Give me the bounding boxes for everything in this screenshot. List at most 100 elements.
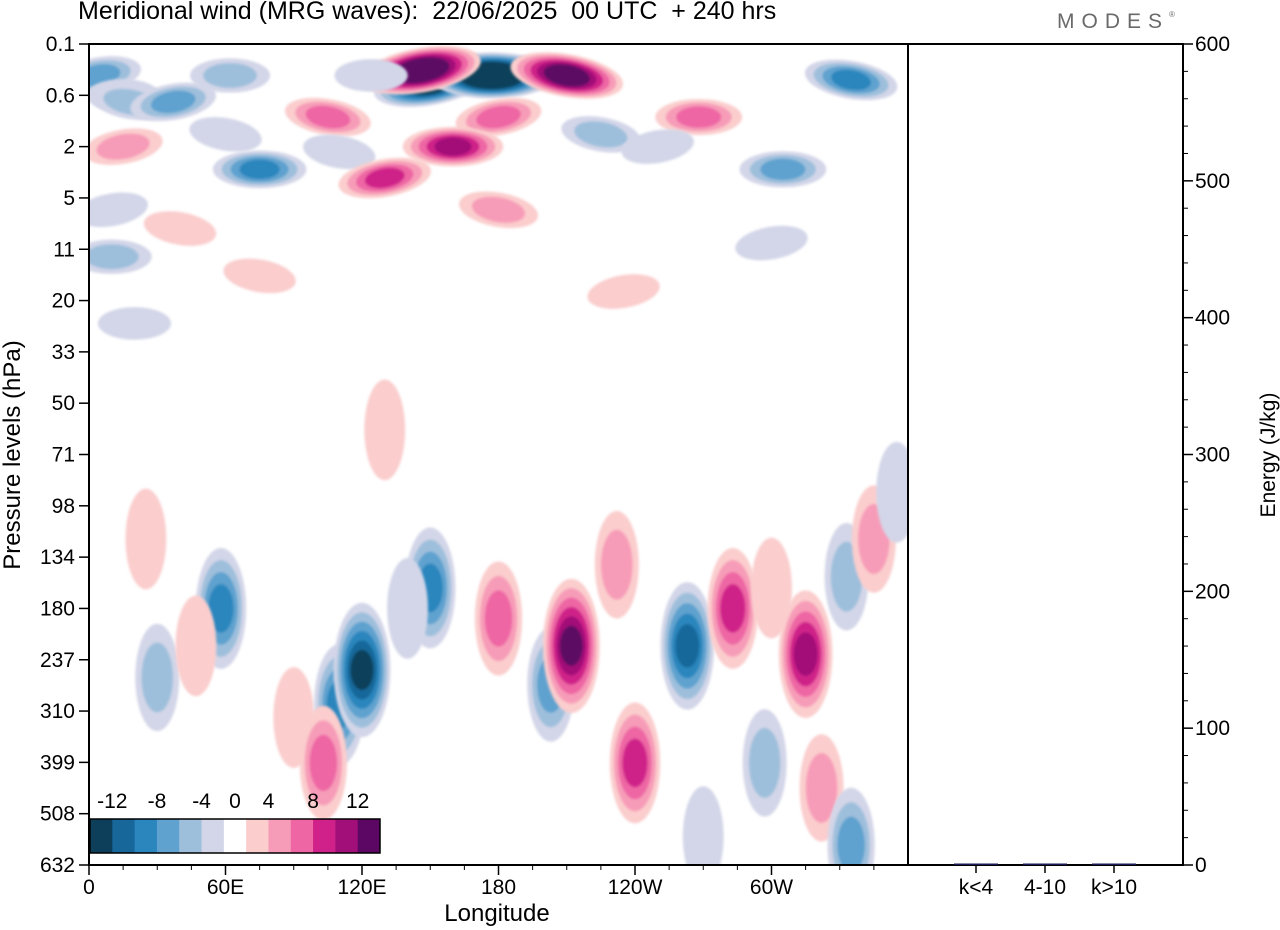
heatmap-feature — [455, 97, 542, 137]
heatmap-feature — [175, 595, 217, 697]
contour-band — [89, 244, 139, 270]
heatmap-feature — [338, 157, 431, 199]
x-axis: 0 60E 120E 180 120W 60W — [83, 865, 875, 899]
y-tick-label: 33 — [52, 341, 75, 364]
y-tick-label: 0.1 — [46, 33, 75, 56]
y-tick-label: 98 — [52, 495, 75, 518]
heatmap-feature — [303, 134, 376, 170]
contour-band — [143, 211, 217, 246]
contour-band — [622, 738, 648, 788]
contour-band — [676, 106, 722, 128]
heatmap-feature — [89, 192, 148, 228]
colorbar-swatch — [112, 819, 136, 853]
y-tick-label: 20 — [52, 290, 75, 313]
contour-band — [334, 59, 408, 92]
heatmap-feature — [458, 191, 539, 229]
modes-logo: MODES® — [1057, 10, 1175, 33]
energy-tick-label: 0 — [1195, 854, 1207, 877]
heatmap-feature — [402, 126, 504, 167]
contour-band — [305, 105, 351, 129]
colorbar-label: 4 — [263, 790, 275, 813]
x-tick-label: 60W — [750, 876, 793, 899]
contour-band — [751, 537, 792, 639]
contour-band — [364, 167, 405, 189]
heatmap-feature — [804, 59, 898, 101]
contour-band — [805, 752, 838, 823]
y-tick-label: 180 — [40, 597, 75, 620]
contour-band — [189, 117, 262, 152]
contour-band — [208, 584, 234, 633]
colorbar-swatch — [246, 819, 269, 853]
y-tick-label: 71 — [52, 444, 75, 467]
energy-axis-label: Energy (J/kg) — [1257, 393, 1280, 518]
y-tick-label: 508 — [40, 803, 75, 826]
heatmap-feature — [739, 151, 827, 188]
contour-band — [793, 632, 818, 676]
contour-band — [600, 529, 633, 600]
x-tick-label: 120E — [337, 876, 386, 899]
energy-tick-label: 600 — [1195, 33, 1230, 56]
heatmap-feature — [89, 239, 152, 274]
heatmap-feature — [542, 578, 600, 714]
y-tick-label: 2 — [63, 136, 75, 159]
colorbar-swatch — [201, 819, 225, 853]
y-tick-label: 399 — [40, 751, 75, 774]
y-tick-label: 134 — [40, 546, 75, 569]
heatmap-feature — [587, 274, 660, 309]
heatmap-feature — [594, 511, 639, 619]
colorbar-label: 8 — [307, 790, 319, 813]
x-tick-label: 0 — [83, 876, 95, 899]
colorbar-frame — [89, 818, 381, 854]
contour-band — [150, 90, 196, 114]
contour-band — [141, 642, 174, 713]
contour-band — [831, 69, 872, 91]
energy-tick-label: 100 — [1195, 717, 1230, 740]
contour-band — [476, 67, 508, 84]
heatmap-feature — [827, 787, 875, 865]
heatmap-feature — [387, 558, 428, 659]
y-tick-label: 0.6 — [46, 84, 75, 107]
bar-category-label: 4-10 — [1024, 876, 1066, 899]
contour-band — [434, 137, 472, 156]
colorbar-swatch — [335, 819, 359, 853]
contour-band — [303, 134, 376, 170]
contour-band — [720, 584, 746, 633]
heatmap-feature — [682, 786, 724, 865]
y-axis: 0.1 0.6 2 5 11 20 33 50 71 98 134 180 237 310 399 508 63… — [40, 33, 89, 877]
heatmap-feature — [364, 379, 406, 481]
heatmap-field — [89, 45, 908, 865]
heatmap-feature — [876, 441, 908, 543]
heatmap-feature — [223, 258, 296, 294]
contour-band — [484, 590, 513, 647]
energy-frame — [907, 43, 1184, 866]
y-axis-label: Pressure levels (hPa) — [0, 340, 26, 569]
x-tick-label: 60E — [207, 876, 244, 899]
contour-band — [587, 274, 660, 309]
colorbar-label: 12 — [346, 790, 369, 813]
y-tick-label: 11 — [53, 238, 75, 261]
x-tick-label: 180 — [481, 876, 516, 899]
contour-band — [574, 121, 628, 148]
heatmap-feature — [135, 623, 180, 732]
contour-band — [471, 196, 526, 223]
contour-band — [350, 649, 374, 691]
contour-band — [675, 624, 700, 668]
heatmap-feature — [130, 82, 217, 122]
heatmap-feature — [751, 537, 792, 639]
colorbar-swatch — [156, 819, 180, 853]
contour-band — [203, 62, 257, 88]
heatmap-feature — [735, 225, 808, 261]
heatmap-feature — [707, 547, 759, 669]
energy-bar — [1023, 863, 1067, 865]
colorbar-label: -8 — [148, 790, 167, 813]
heatmap-feature — [609, 702, 661, 824]
bar-category-label: k<4 — [959, 876, 994, 899]
heatmap-feature — [474, 561, 523, 676]
contour-band — [748, 727, 781, 798]
energy-bar — [954, 863, 998, 865]
y-tick-label: 50 — [52, 392, 75, 415]
y-tick-label: 310 — [40, 700, 75, 723]
colorbar-label: -4 — [192, 790, 211, 813]
contour-band — [550, 66, 584, 85]
contour-band — [760, 158, 806, 181]
